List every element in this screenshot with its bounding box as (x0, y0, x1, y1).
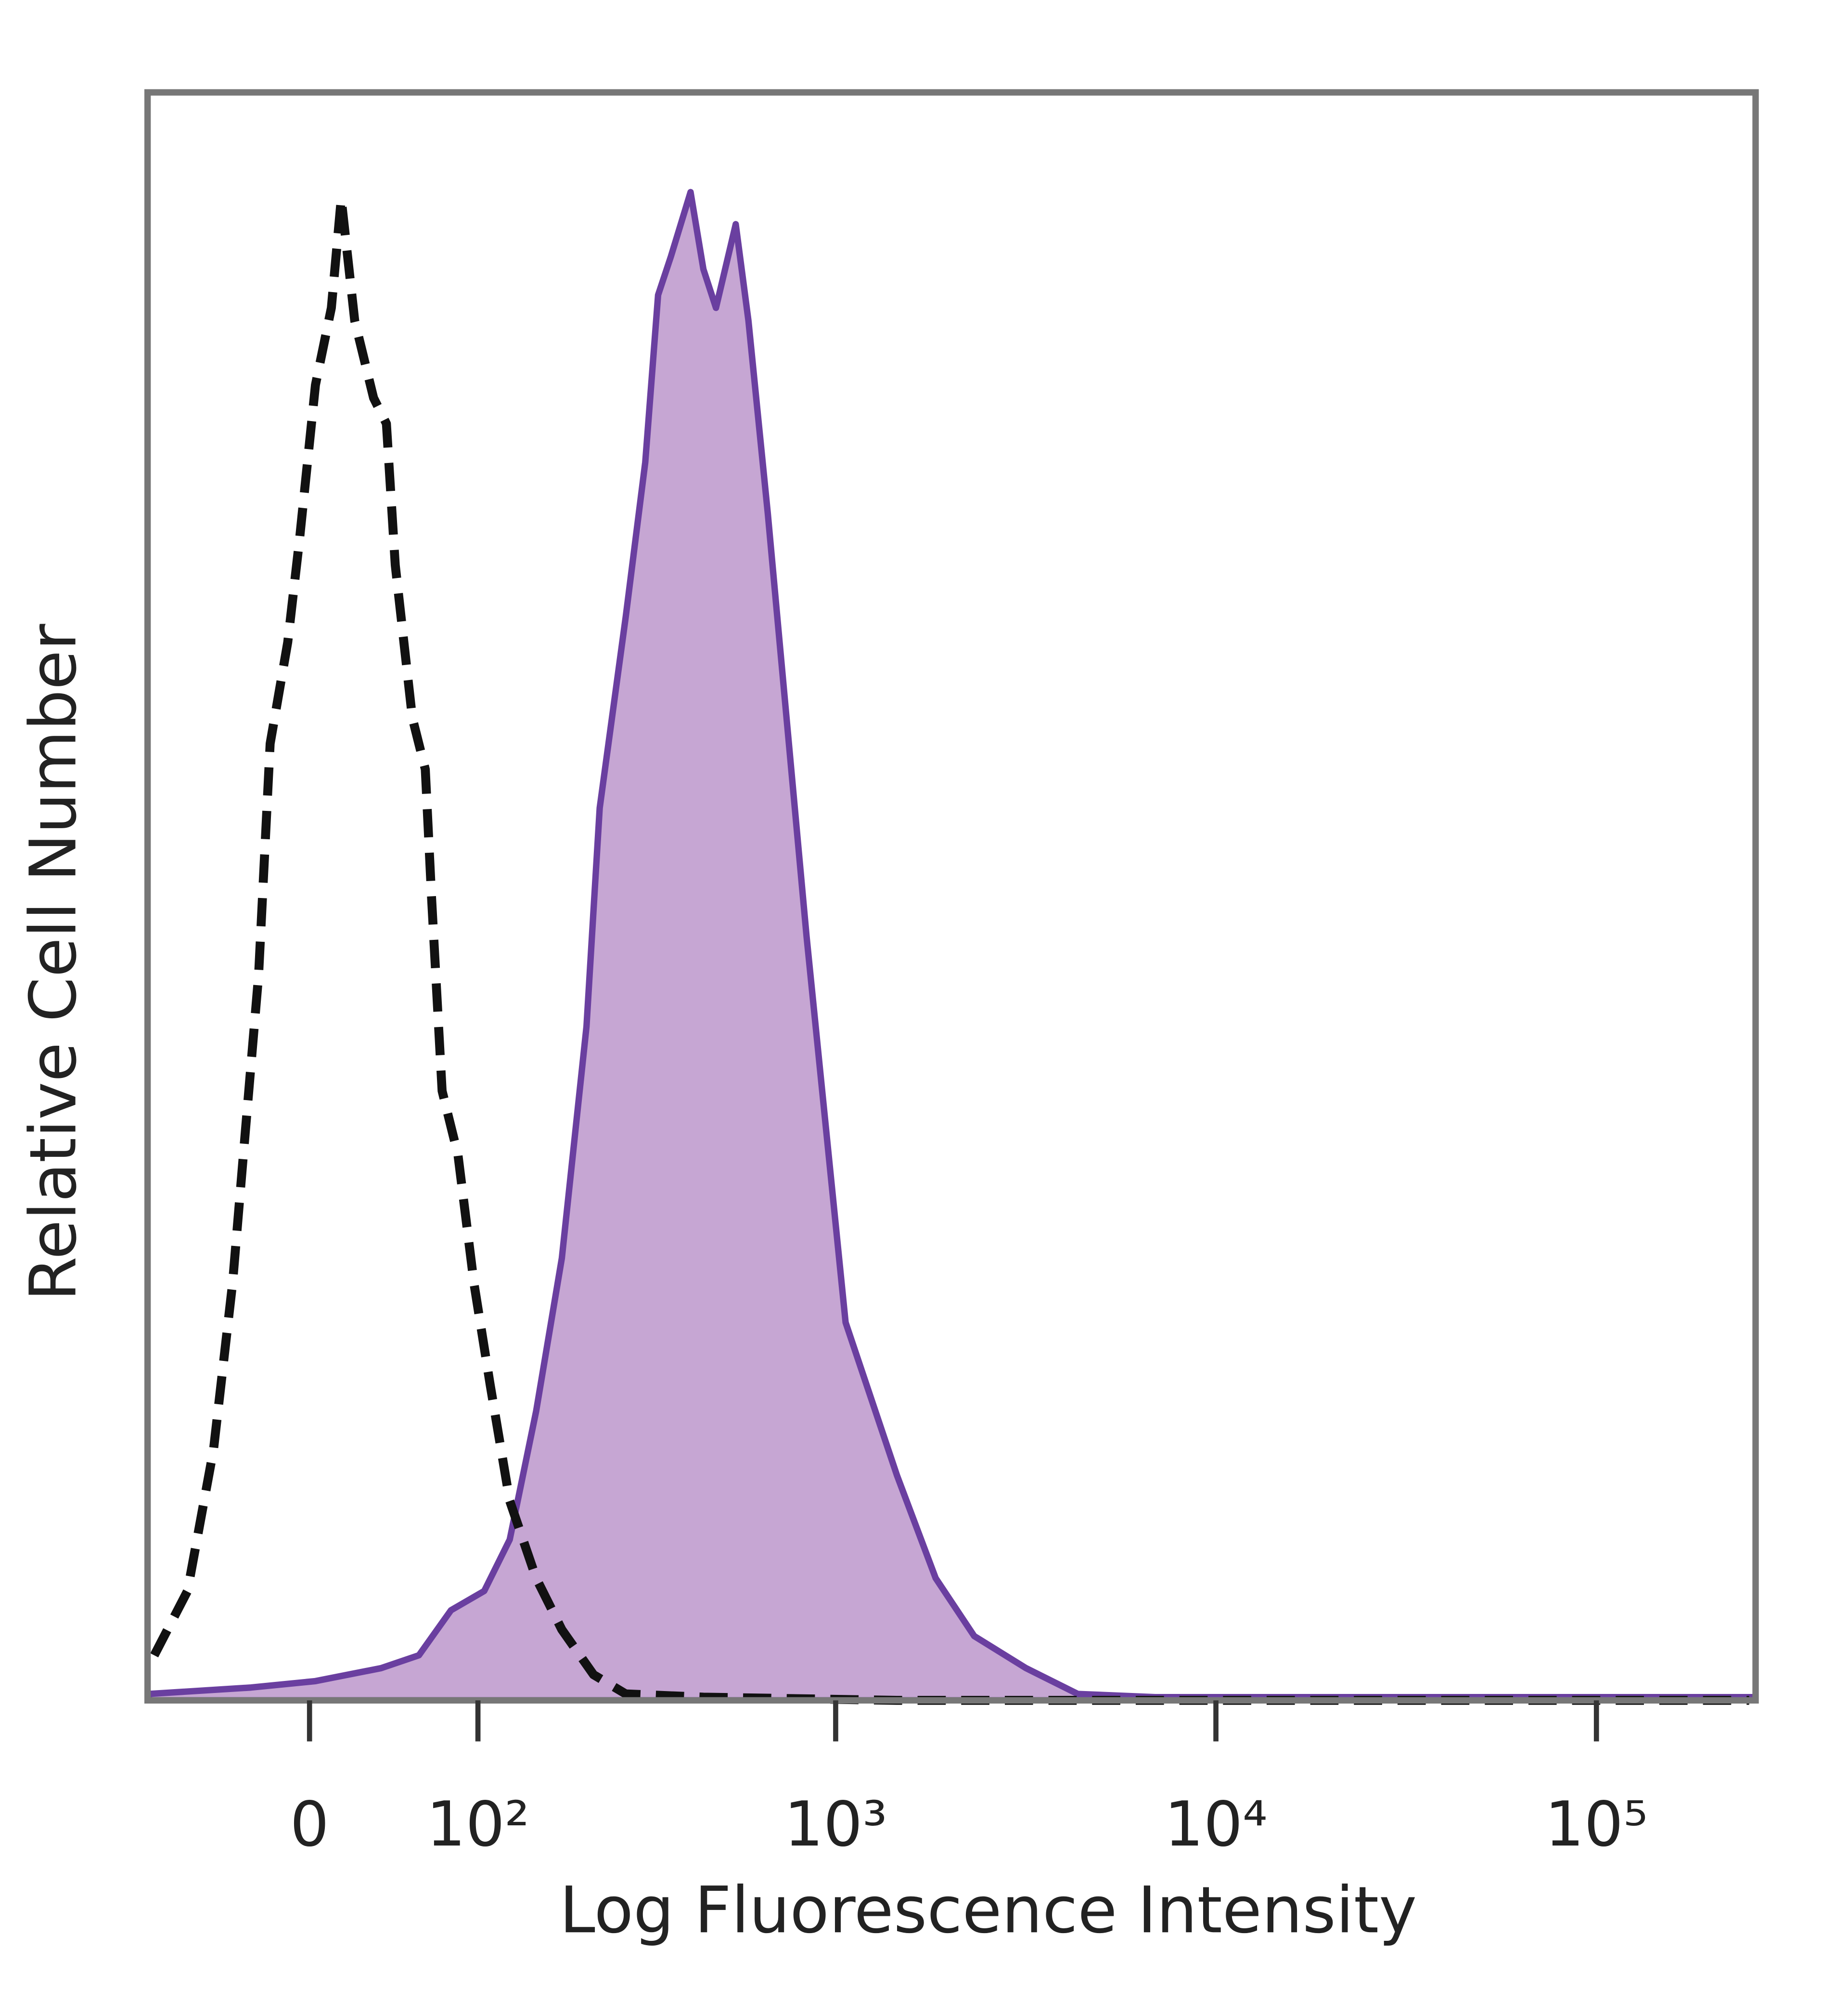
y-axis-label: Relative Cell Number (16, 624, 91, 1301)
histogram-area (145, 189, 1758, 1704)
x-tick-label: 0 (290, 1789, 329, 1860)
x-axis-label: Log Fluorescence Intensity (560, 1873, 1417, 1948)
x-tick-label: 10⁵ (1545, 1789, 1648, 1860)
x-tick-label: 10² (426, 1789, 529, 1860)
plot-frame (144, 89, 1759, 1704)
histogram-line (150, 194, 1749, 1705)
x-tick-label: 10⁴ (1164, 1789, 1267, 1860)
x-tick-label: 10³ (784, 1789, 887, 1860)
